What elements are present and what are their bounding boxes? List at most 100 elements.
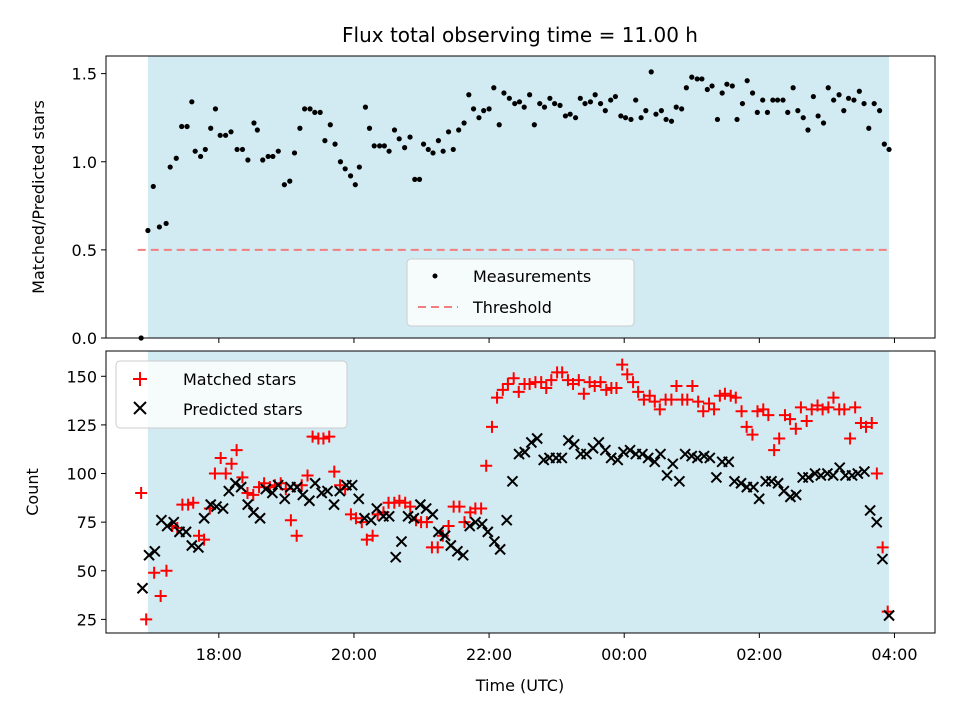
measurement-point-127 [785,109,791,115]
predicted-point-7 [180,526,192,538]
matched-point-85 [600,383,613,396]
measurement-point-12 [202,146,208,153]
ratio-legend-box [406,258,635,327]
measurement-point-3 [156,224,162,230]
predicted-point-36 [358,512,371,524]
measurement-point-81 [552,100,558,107]
measurement-point-113 [714,116,721,123]
measurement-point-72 [506,95,512,101]
measurement-point-67 [481,108,487,114]
matched-point-2 [148,566,161,579]
matched-point-136 [876,541,889,554]
measurement-point-50 [396,136,402,142]
predicted-point-120 [876,553,889,565]
matched-point-121 [794,401,807,414]
predicted-point-100 [753,493,765,505]
measurement-point-105 [673,104,679,110]
ratio-x-ticks [218,338,895,343]
matched-point-13 [208,467,221,480]
measurement-point-70 [496,122,502,128]
predicted-point-17 [242,498,254,511]
measurement-point-19 [239,146,246,153]
measurement-point-78 [537,100,543,107]
measurement-point-79 [541,104,548,110]
predicted-point-81 [636,448,649,460]
matched-point-100 [681,393,694,406]
measurement-point-58 [435,138,442,144]
measurement-point-64 [466,92,472,98]
matched-point-126 [822,401,835,414]
matched-point-16 [225,457,238,470]
count-x-tick-label-0: 18:00 [196,645,242,664]
matched-point-20 [247,488,260,501]
ratio-legend: Measurements Threshold [406,258,635,327]
measurement-point-11 [197,153,204,160]
measurement-point-5 [167,164,173,170]
legend-matched-marker [133,372,147,386]
measurement-point-1 [145,227,151,234]
predicted-point-117 [858,465,871,478]
predicted-point-96 [728,475,741,488]
legend-predicted-marker [133,401,147,415]
matched-point-31 [306,430,319,443]
measurement-point-13 [208,125,214,131]
matched-point-97 [665,393,678,406]
measurement-point-75 [521,104,527,110]
measurement-point-37 [332,141,338,147]
matched-point-0 [135,486,148,499]
predicted-point-37 [365,514,377,526]
matched-point-107 [718,387,731,400]
predicted-point-119 [871,516,883,528]
predicted-point-41 [390,551,402,563]
measurement-point-131 [805,127,811,133]
ratio-y-tick-label-3: 1.5 [72,65,97,84]
predicted-point-22 [272,479,284,491]
predicted-point-1 [143,549,155,561]
measurement-point-100 [648,69,654,75]
measurement-point-124 [770,97,776,103]
measurement-point-39 [342,166,348,172]
matched-point-115 [762,409,775,422]
predicted-point-56 [482,526,494,538]
measurement-point-63 [461,120,467,126]
predicted-point-93 [710,471,723,484]
matched-point-17 [230,444,243,457]
matched-point-88 [616,358,629,371]
predicted-point-82 [642,452,654,464]
measurement-point-14 [212,106,219,112]
measurement-point-29 [291,150,298,156]
predicted-point-121 [883,609,895,622]
matched-point-98 [670,380,683,393]
matched-point-62 [475,502,488,515]
measurement-point-142 [861,100,867,107]
measurement-point-115 [724,81,730,87]
measurement-point-28 [287,178,293,184]
matched-point-105 [708,403,721,416]
matched-point-77 [556,366,569,379]
measurement-point-134 [820,120,827,126]
matched-point-19 [241,486,254,499]
measurement-point-110 [699,76,705,82]
measurement-point-60 [445,129,452,135]
count-y-axis-label: Count [23,468,42,516]
measurement-point-96 [628,116,634,123]
matched-point-102 [692,395,705,408]
count-legend: Matched stars Predicted stars [115,360,348,429]
measurement-point-26 [275,148,281,154]
matched-point-66 [496,383,509,396]
predicted-point-51 [451,545,464,558]
matched-point-112 [746,428,759,441]
measurement-point-32 [307,106,313,112]
measurement-point-77 [531,122,537,128]
measurement-point-62 [456,127,462,133]
matched-points [135,358,894,626]
matched-point-52 [420,516,433,529]
predicted-point-12 [210,500,223,513]
matched-point-69 [512,385,525,398]
measurement-point-118 [739,100,746,107]
matched-point-49 [404,500,417,513]
matched-point-73 [535,376,548,389]
measurement-point-56 [425,146,431,153]
ratio-y-tick-label-2: 1.0 [72,153,97,172]
predicted-point-21 [266,487,279,499]
